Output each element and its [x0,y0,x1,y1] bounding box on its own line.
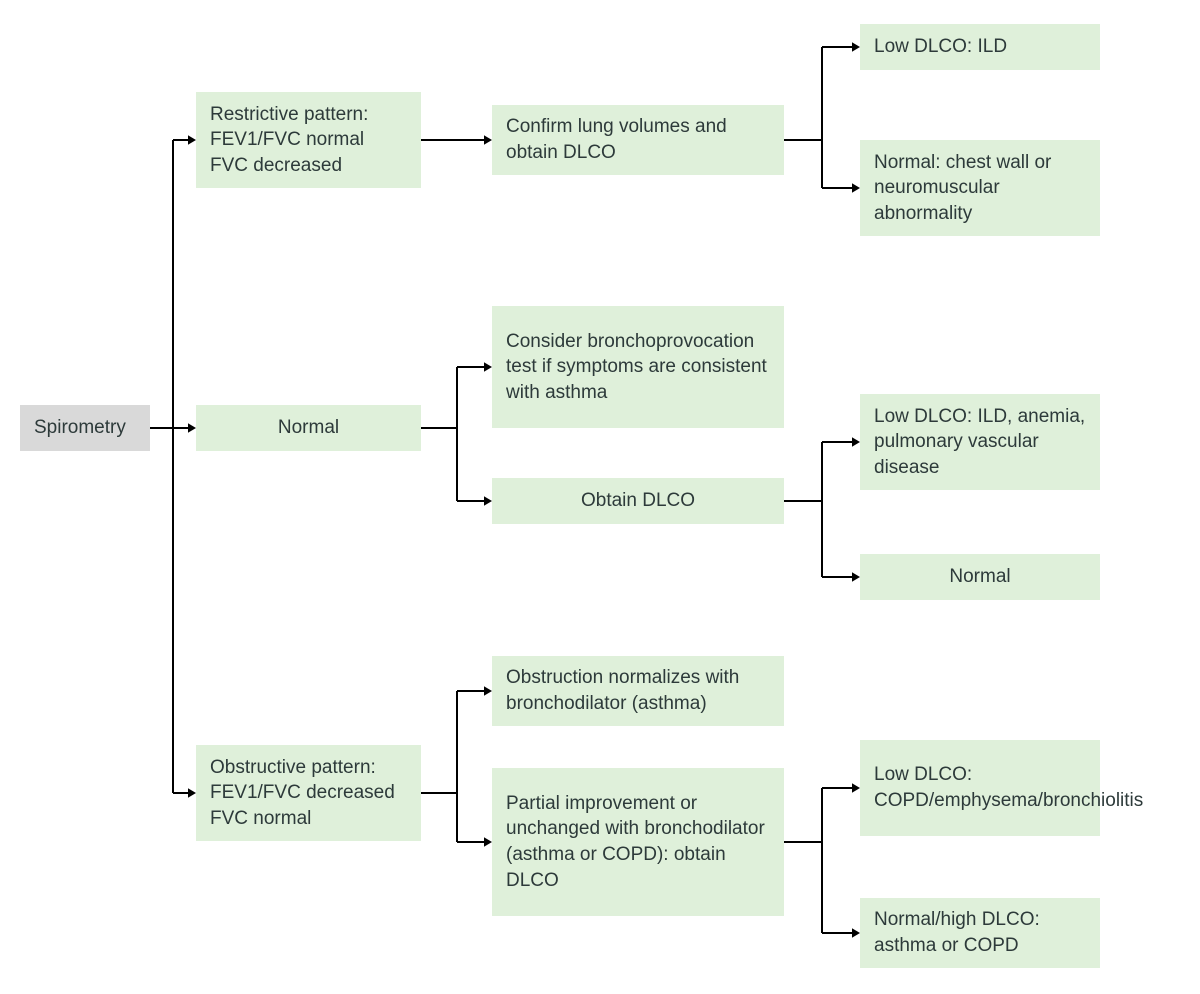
flow-node-lowildap: Low DLCO: ILD, anemia, pulmonary vascula… [860,394,1100,490]
flow-node-restrict: Restrictive pattern:FEV1/FVC normalFVC d… [196,92,421,188]
flow-node-label: Low DLCO: ILD [874,34,1007,60]
flowchart-canvas: Spirometry Restrictive pattern:FEV1/FVC n… [0,0,1200,994]
flow-node-normhigh: Normal/high DLCO: asthma or COPD [860,898,1100,968]
flow-node-label: Obtain DLCO [581,488,695,514]
flow-node-label: Normal [278,415,339,441]
flow-node-normcw: Normal: chest wall or neuromuscular abno… [860,140,1100,236]
flow-node-label: Restrictive pattern:FEV1/FVC normalFVC d… [210,102,368,179]
flow-node-partial: Partial improvement or unchanged with br… [492,768,784,916]
flow-node-lowild: Low DLCO: ILD [860,24,1100,70]
flow-node-label: Obstructive pattern:FEV1/FVC decreasedFV… [210,755,395,832]
flow-node-normres: Normal [860,554,1100,600]
flow-node-broncho: Consider bronchoprovocation test if symp… [492,306,784,428]
flow-node-label: Consider bronchoprovocation test if symp… [506,329,770,406]
flow-node-label: Normal/high DLCO: asthma or COPD [874,907,1086,958]
flow-node-label: Low DLCO: ILD, anemia, pulmonary vascula… [874,404,1086,481]
flow-node-label: Confirm lung volumes and obtain DLCO [506,114,770,165]
flow-node-obnorm: Obstruction normalizes with bronchodilat… [492,656,784,726]
flow-node-label: Low DLCO: COPD/emphysema/bronchiolitis [874,762,1143,813]
flow-node-label: Spirometry [34,415,126,441]
flow-node-label: Normal: chest wall or neuromuscular abno… [874,150,1086,227]
flow-node-normal: Normal [196,405,421,451]
flow-node-obtaind: Obtain DLCO [492,478,784,524]
flow-node-obstruct: Obstructive pattern:FEV1/FVC decreasedFV… [196,745,421,841]
flow-node-confirm: Confirm lung volumes and obtain DLCO [492,105,784,175]
flow-node-label: Normal [949,564,1010,590]
flow-node-label: Obstruction normalizes with bronchodilat… [506,665,770,716]
flow-node-lowcopd: Low DLCO: COPD/emphysema/bronchiolitis [860,740,1100,836]
flow-node-root: Spirometry [20,405,150,451]
flow-node-label: Partial improvement or unchanged with br… [506,791,770,894]
